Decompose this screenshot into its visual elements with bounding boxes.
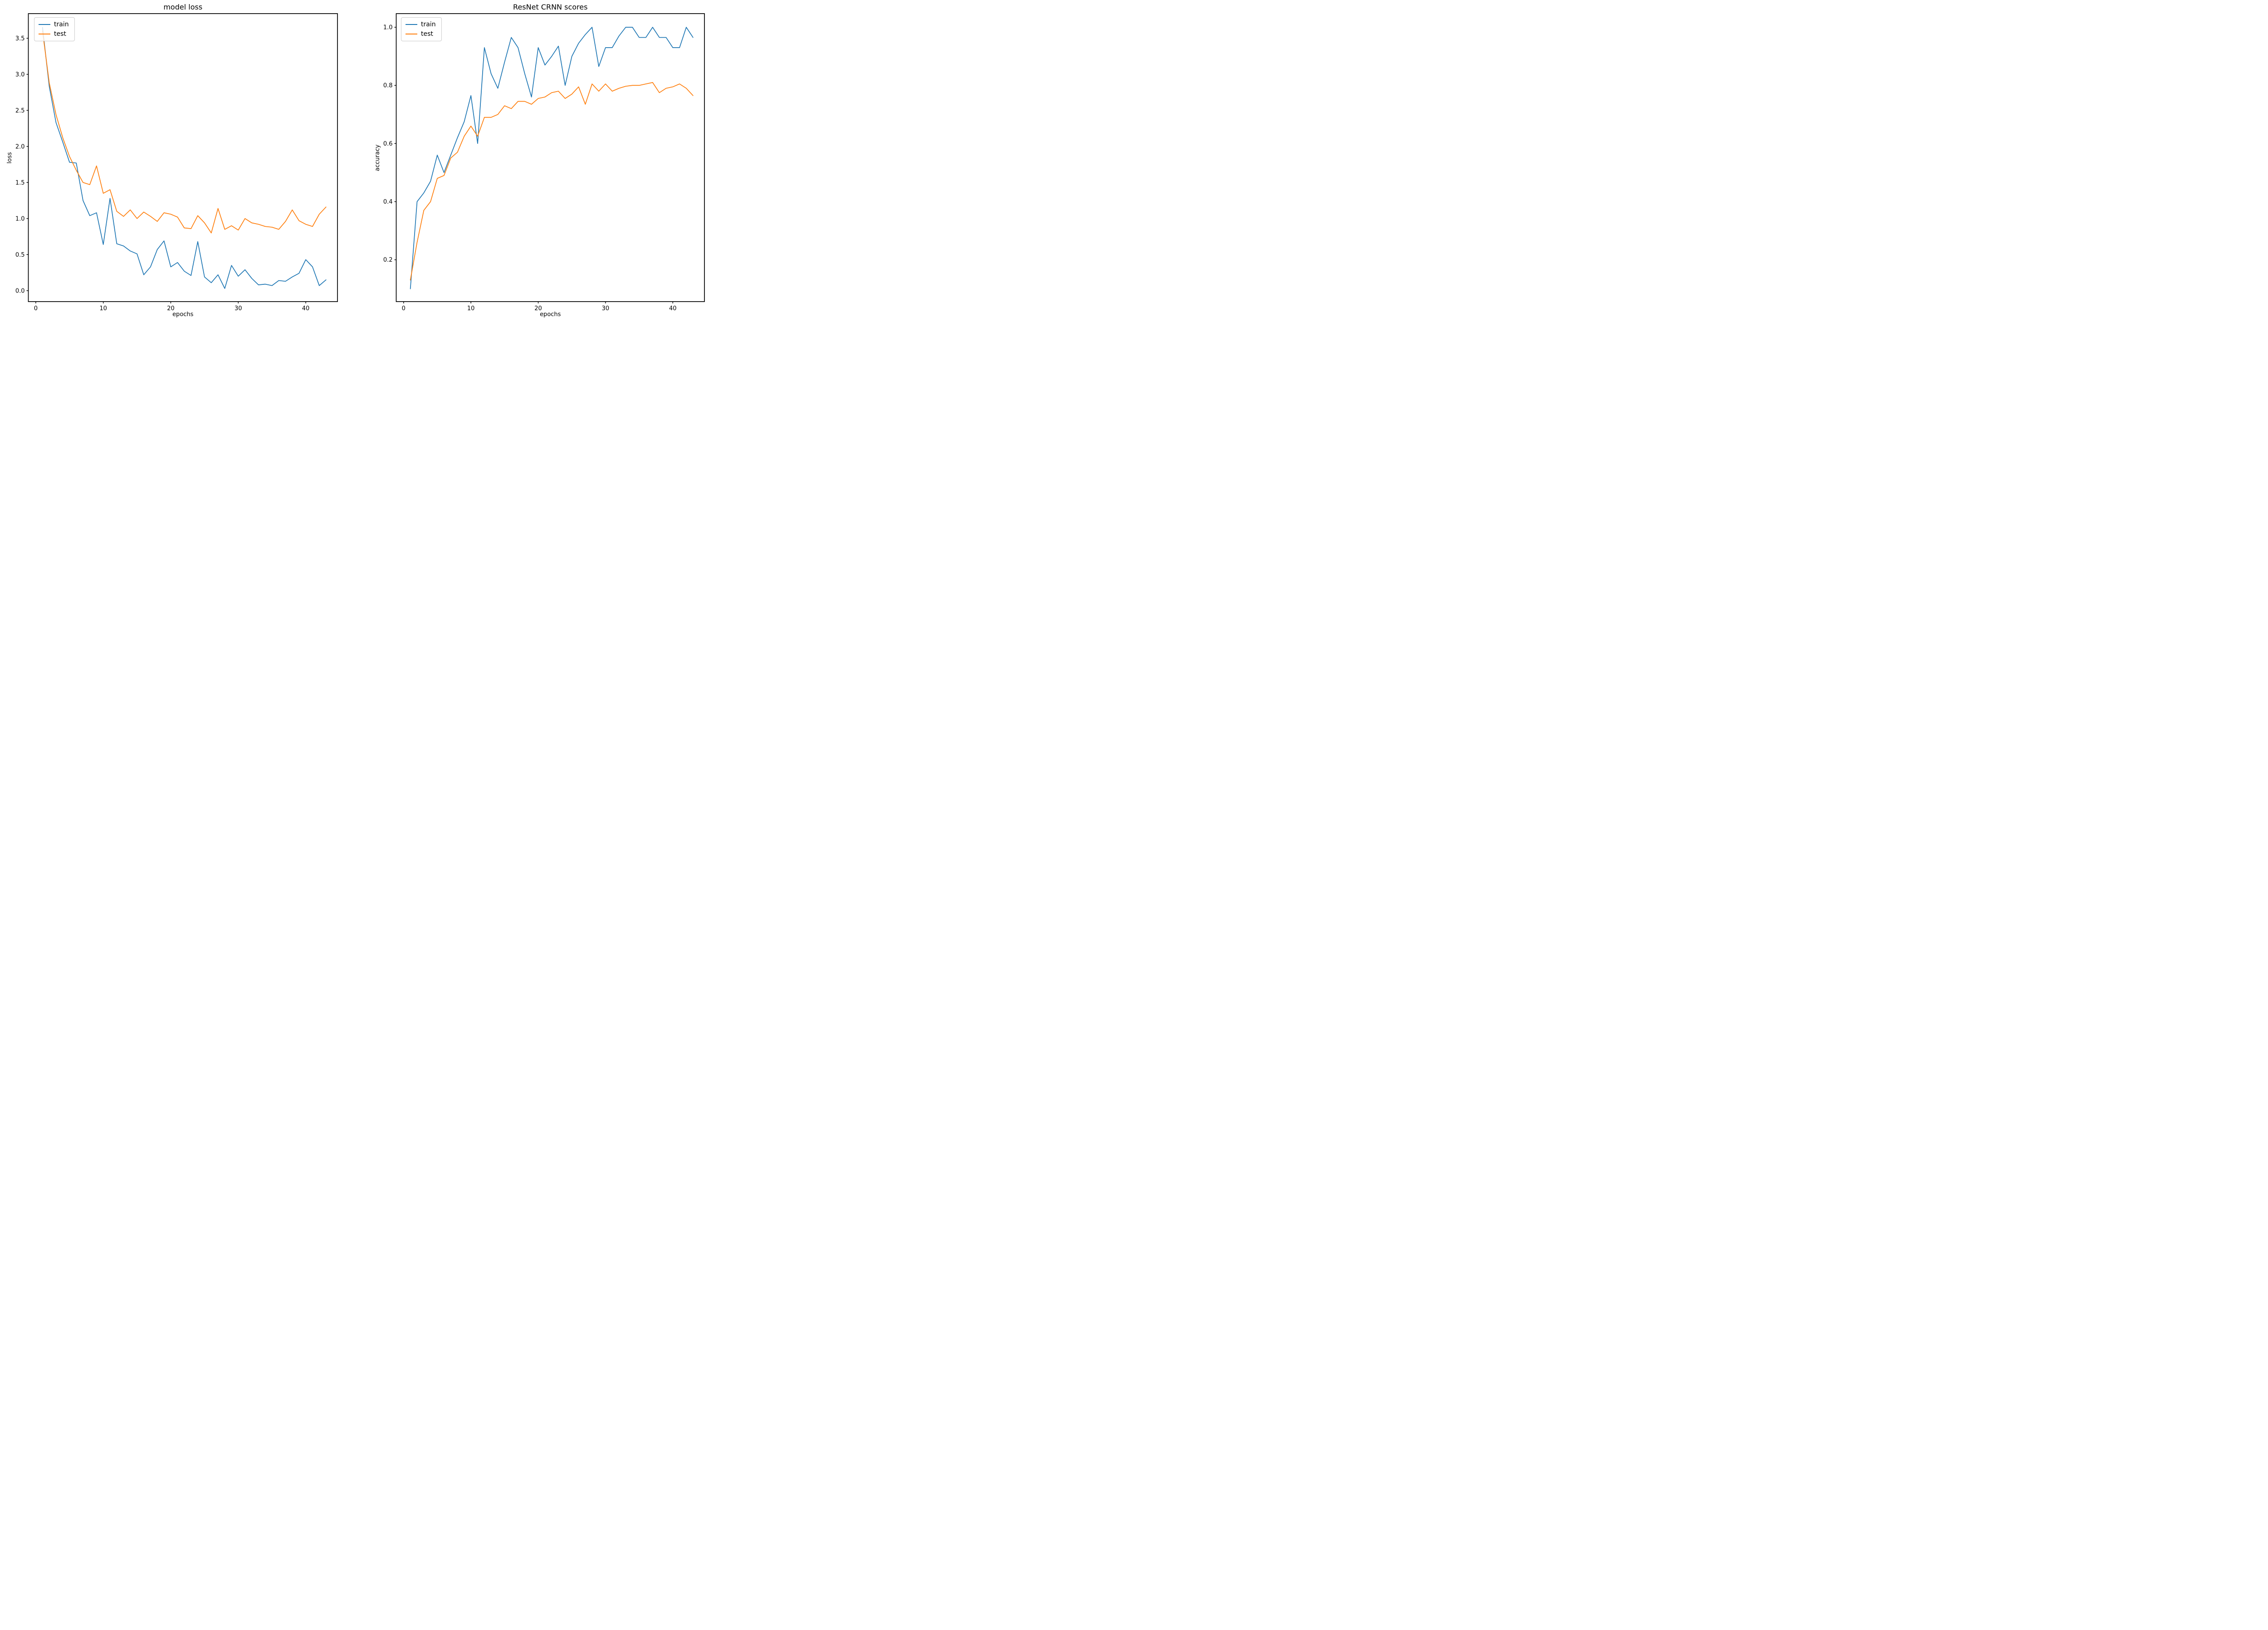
legend-item-test: test: [39, 30, 69, 38]
legend-item-test: test: [406, 30, 436, 38]
legend-label-train: train: [54, 21, 69, 28]
left-y-tick-label: 2.5: [15, 107, 25, 114]
left-x-tick-label: 20: [167, 305, 175, 312]
left-test-line: [42, 30, 327, 234]
right-y-tick-label: 0.2: [383, 257, 393, 264]
legend-label-train: train: [421, 21, 436, 28]
right-x-tick-label: 30: [602, 305, 610, 312]
figure: 0 10 20 30 40 0.0 0.5 1.0 1.5 2.0 2.5 3.0 3.5 0 10 20 30…: [0, 0, 709, 326]
left-x-tick-label: 0: [34, 305, 38, 312]
legend-label-test: test: [54, 30, 66, 38]
left-axes-frame: [28, 13, 338, 302]
left-x-tick-label: 40: [302, 305, 310, 312]
right-y-tick-label: 0.4: [383, 199, 393, 205]
right-axes-frame: [396, 13, 705, 302]
left-y-tick-label: 3.0: [15, 71, 25, 78]
left-legend: train test: [34, 17, 75, 41]
left-y-tick-label: 2.0: [15, 143, 25, 150]
left-yaxis-label: loss: [6, 151, 13, 164]
plots-canvas: 0 10 20 30 40 0.0 0.5 1.0 1.5 2.0 2.5 3.0 3.5 0 10 20 30…: [15, 13, 705, 312]
left-y-tick-label: 1.0: [15, 215, 25, 222]
left-y-tick-label: 3.5: [15, 35, 25, 42]
right-y-tick-label: 1.0: [383, 24, 393, 31]
legend-label-test: test: [421, 30, 433, 38]
right-y-tick-label: 0.6: [383, 141, 393, 147]
left-chart-title: model loss: [163, 3, 203, 11]
train-line-swatch: [406, 24, 417, 25]
right-x-tick-label: 20: [534, 305, 542, 312]
left-x-tick-label: 30: [235, 305, 242, 312]
left-xaxis-label: epochs: [172, 311, 194, 318]
right-legend: train test: [401, 17, 442, 41]
right-test-line: [410, 82, 694, 281]
right-chart-title: ResNet CRNN scores: [513, 3, 588, 11]
left-y-tick-label: 0.5: [15, 252, 25, 259]
right-xaxis-label: epochs: [540, 311, 561, 318]
right-x-tick-label: 0: [402, 305, 406, 312]
left-y-tick-label: 1.5: [15, 180, 25, 186]
right-x-tick-label: 40: [669, 305, 677, 312]
left-y-tick-label: 0.0: [15, 288, 25, 294]
left-train-line: [42, 27, 327, 289]
legend-item-train: train: [39, 21, 69, 28]
right-x-tick-label: 10: [467, 305, 475, 312]
right-yaxis-label: accuracy: [374, 144, 381, 171]
legend-item-train: train: [406, 21, 436, 28]
right-y-tick-label: 0.8: [383, 83, 393, 89]
left-x-tick-label: 10: [99, 305, 107, 312]
train-line-swatch: [39, 24, 50, 25]
right-train-line: [410, 27, 694, 289]
